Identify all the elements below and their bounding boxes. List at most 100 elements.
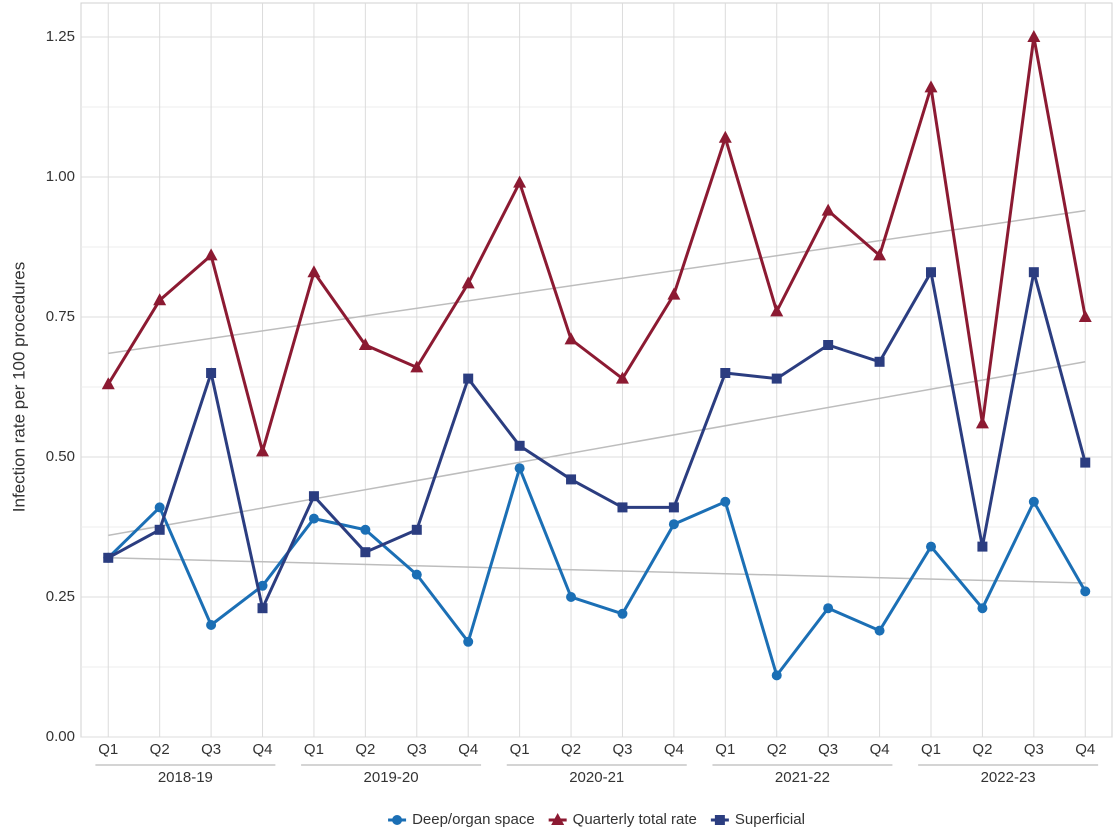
marker xyxy=(874,625,885,636)
marker xyxy=(615,371,629,384)
x-tick-label: Q2 xyxy=(767,741,787,758)
marker xyxy=(668,519,679,530)
x-tick-label: Q1 xyxy=(921,741,941,758)
marker xyxy=(975,416,989,429)
marker xyxy=(411,569,422,580)
marker xyxy=(873,248,887,261)
trend-line xyxy=(108,557,1086,584)
marker xyxy=(977,541,988,552)
plot-border xyxy=(80,2,1113,738)
marker xyxy=(770,304,784,317)
marker xyxy=(1027,30,1041,42)
marker xyxy=(358,338,372,350)
marker xyxy=(821,203,835,216)
marker xyxy=(206,620,217,630)
marker xyxy=(1028,267,1039,278)
x-tick-label: Q2 xyxy=(150,741,170,758)
x-tick-label: Q3 xyxy=(818,741,838,758)
marker xyxy=(718,130,732,143)
marker xyxy=(463,636,474,647)
marker xyxy=(360,524,371,535)
y-tick-label: 1.00 xyxy=(46,168,75,185)
x-tick-label: Q4 xyxy=(664,741,684,758)
x-tick-label: Q1 xyxy=(98,741,118,758)
marker xyxy=(256,444,270,457)
marker xyxy=(617,502,628,513)
marker xyxy=(668,502,679,513)
marker xyxy=(307,265,321,278)
marker xyxy=(566,592,577,602)
y-tick-label: 0.75 xyxy=(46,308,75,325)
marker xyxy=(771,670,782,681)
marker xyxy=(924,80,938,93)
marker xyxy=(257,580,268,591)
marker xyxy=(411,524,422,535)
marker xyxy=(714,815,725,825)
legend: Deep/organ space Quarterly total rate Supe… xyxy=(388,811,805,828)
x-tick-label: Q4 xyxy=(870,741,890,758)
y-tick-label: 0.50 xyxy=(46,448,75,465)
group-label: 2022-23 xyxy=(981,769,1036,786)
marker xyxy=(514,463,525,474)
marker xyxy=(720,368,731,378)
x-tick-label: Q2 xyxy=(561,741,581,758)
marker xyxy=(103,552,114,563)
marker xyxy=(1028,496,1039,507)
y-tick-label: 0.00 xyxy=(46,728,75,745)
trend-line xyxy=(108,361,1086,537)
marker xyxy=(461,276,475,289)
x-tick-label: Q1 xyxy=(304,741,324,758)
marker xyxy=(514,440,525,451)
group-label: 2018-19 xyxy=(158,769,213,786)
marker xyxy=(823,603,834,614)
marker xyxy=(154,524,165,535)
group-label: 2021-22 xyxy=(775,769,830,786)
marker xyxy=(566,474,577,485)
marker xyxy=(823,340,834,350)
marker xyxy=(410,360,424,373)
series-line xyxy=(107,267,1087,613)
legend-label: Deep/organ space xyxy=(412,811,535,828)
marker xyxy=(1078,310,1092,322)
trend-line xyxy=(108,209,1086,355)
marker xyxy=(101,377,115,390)
x-tick-label: Q4 xyxy=(458,741,478,758)
marker xyxy=(154,502,165,513)
x-tick-label: Q1 xyxy=(510,741,530,758)
series-line xyxy=(106,36,1087,458)
x-tick-label: Q2 xyxy=(355,741,375,758)
marker xyxy=(977,603,988,614)
group-label: 2020-21 xyxy=(569,769,624,786)
marker xyxy=(153,293,167,306)
x-tick-label: Q3 xyxy=(1024,741,1044,758)
marker xyxy=(564,332,578,345)
marker xyxy=(925,267,936,278)
marker xyxy=(617,608,628,619)
marker xyxy=(667,287,681,300)
legend-label: Quarterly total rate xyxy=(573,811,697,828)
marker xyxy=(392,815,403,825)
x-tick-label: Q2 xyxy=(972,741,992,758)
marker xyxy=(308,491,319,502)
marker xyxy=(513,175,527,188)
marker xyxy=(720,496,731,507)
marker xyxy=(1080,586,1091,597)
x-tick-label: Q3 xyxy=(201,741,221,758)
marker xyxy=(257,603,268,614)
y-axis-title: Infection rate per 100 procedures xyxy=(9,262,28,512)
x-tick-label: Q3 xyxy=(407,741,427,758)
marker xyxy=(874,356,885,367)
x-tick-label: Q1 xyxy=(715,741,735,758)
series-line xyxy=(107,463,1087,679)
marker xyxy=(925,541,936,552)
x-tick-label: Q4 xyxy=(253,741,273,758)
y-tick-label: 0.25 xyxy=(46,588,75,605)
marker xyxy=(308,513,319,524)
group-label: 2019-20 xyxy=(364,769,419,786)
y-tick-label: 1.25 xyxy=(46,28,75,45)
marker xyxy=(360,547,371,558)
marker xyxy=(463,373,474,384)
marker xyxy=(1080,457,1091,468)
marker xyxy=(204,248,218,261)
